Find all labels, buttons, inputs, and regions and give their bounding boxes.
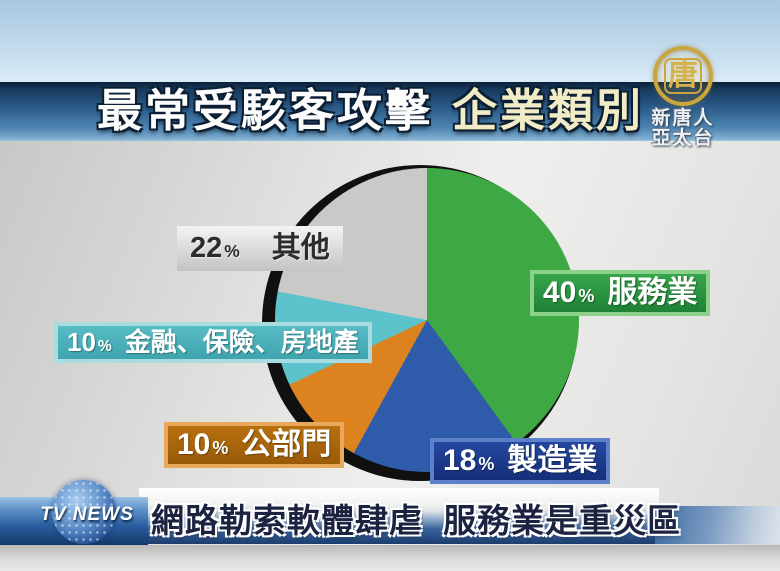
page-title-sub: 企業類別: [452, 85, 645, 136]
title-bar: [0, 82, 780, 141]
page-title: 最常受駭客攻擊 企業類別: [97, 86, 644, 136]
station-name-line1: 新唐人: [651, 108, 715, 129]
station-logo-glyph: 唐: [664, 58, 702, 94]
pie-label-services-text: 40% 服務業: [534, 274, 707, 312]
manufacturing-name: 製造業: [507, 444, 598, 477]
other-value: 22: [190, 232, 223, 264]
bottom-strip: [0, 545, 780, 571]
services-name: 服務業: [607, 276, 698, 309]
pie-label-manufacturing: 18% 製造業: [430, 438, 611, 484]
station-name: 新唐人 亞太台: [638, 109, 728, 148]
manufacturing-percent-sign: %: [478, 454, 495, 474]
pie-label-finance-text: 10% 金融、保險、房地產: [58, 326, 368, 360]
pie-label-finance: 10% 金融、保險、房地產: [54, 322, 372, 364]
manufacturing-value: 18: [443, 444, 477, 477]
public-sector-percent-sign: %: [212, 438, 229, 458]
station-name-line2: 亞太台: [651, 128, 715, 149]
pie-label-other: 22% 其他: [177, 226, 343, 271]
pie-label-other-text: 22% 其他: [181, 230, 339, 267]
public-sector-name: 公部門: [241, 428, 332, 461]
public-sector-value: 10: [177, 428, 211, 461]
finance-value: 10: [67, 327, 96, 357]
pie-label-public-sector-text: 10% 公部門: [168, 426, 341, 464]
other-name: 其他: [271, 232, 330, 264]
pie-chart: [275, 168, 579, 472]
globe-icon: [52, 480, 116, 544]
tvnews-logo-text: TV NEWS: [40, 504, 134, 525]
headline-band: [139, 488, 659, 544]
services-value: 40: [543, 276, 577, 309]
finance-percent-sign: %: [97, 338, 112, 355]
services-percent-sign: %: [578, 286, 595, 306]
station-logo-seal-icon: 唐: [653, 46, 713, 106]
pie-label-manufacturing-text: 18% 製造業: [434, 442, 607, 480]
station-logo: 唐 新唐人 亞太台: [638, 46, 728, 149]
headline-text: 網路勒索軟體肆虐 服務業是重災區: [151, 502, 682, 539]
sky-background: [0, 0, 780, 82]
headline-band-right-fade: [655, 506, 780, 544]
page-title-main: 最常受駭客攻擊: [97, 85, 434, 136]
other-percent-sign: %: [224, 241, 240, 261]
pie-label-services: 40% 服務業: [530, 270, 711, 316]
pie-label-public-sector: 10% 公部門: [164, 422, 345, 468]
finance-name: 金融、保險、房地產: [124, 327, 359, 357]
